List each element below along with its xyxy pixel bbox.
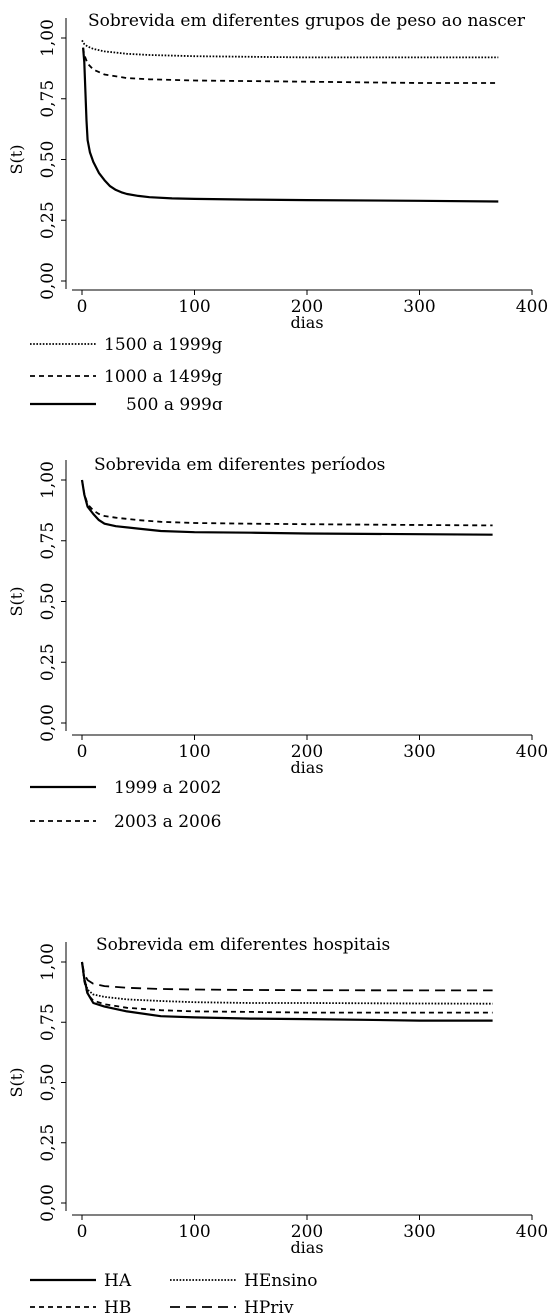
legend-label: 1500 a 1999g [104,335,222,355]
legend-label: HEnsino [244,1271,318,1291]
x-tick-label: 0 [77,742,88,762]
y-tick-label: 0,50 [38,583,58,621]
x-tick-label: 400 [516,1222,548,1242]
x-tick-label: 0 [77,297,88,317]
y-tick-label: 0,75 [38,80,58,118]
y-tick-label: 1,00 [38,943,58,981]
x-tick-label: 200 [291,1222,323,1242]
series-line-500-a-999g [82,47,499,203]
chart-panel-hospitals: Sobrevida em diferentes hospitais 0,00 0,2… [0,920,548,1313]
series-line-2003-a-2006 [81,479,493,527]
chart-birth-weight: Sobrevida em diferentes grupos de peso a… [7,11,548,410]
x-tick-label: 300 [403,1222,435,1242]
legend-label: 500 a 999g [126,395,223,410]
y-tick-label: 0,00 [38,704,58,742]
x-axis-label: dias [290,1238,323,1257]
y-tick-label: 0,75 [38,1003,58,1041]
x-tick-label: 400 [516,742,548,762]
y-tick-label: 1,00 [38,461,58,499]
y-tick-label: 0,75 [38,522,58,560]
series-line-hpriv [81,961,493,992]
y-tick-label: 0,50 [38,141,58,179]
chart-panel-birth-weight: Sobrevida em diferentes grupos de peso a… [0,0,548,410]
y-tick-label: 0,00 [38,262,58,300]
series-line-1500-a-1999g [81,39,499,59]
y-tick-label: 0,25 [38,643,58,681]
y-tick-label: 0,50 [38,1064,58,1102]
y-axis-label: S(t) [7,145,26,175]
legend-label: 1999 a 2002 [114,778,221,798]
y-tick-label: 0,25 [38,201,58,239]
chart-title: Sobrevida em diferentes períodos [94,455,385,475]
series-line-hensino [81,961,493,1005]
series-line-1000-a-1499g [82,47,499,84]
x-tick-label: 100 [178,297,210,317]
chart-title: Sobrevida em diferentes hospitais [96,935,390,955]
x-tick-label: 300 [403,297,435,317]
x-tick-label: 200 [291,297,323,317]
x-tick-label: 300 [403,742,435,762]
chart-title: Sobrevida em diferentes grupos de peso a… [88,11,526,31]
legend-label: HA [104,1271,132,1291]
legend-label: HPriv [244,1298,294,1313]
x-tick-label: 100 [178,1222,210,1242]
y-tick-label: 0,25 [38,1124,58,1162]
legend-label: 2003 a 2006 [114,812,221,832]
x-axis-label: dias [290,758,323,777]
series-line-hb [81,961,493,1014]
chart-periods: Sobrevida em diferentes períodos 0,00 0,25… [7,455,548,832]
legend-label: HB [104,1298,131,1313]
y-tick-label: 1,00 [38,19,58,57]
series-line-1999-a-2002 [80,479,493,536]
x-tick-label: 400 [516,297,548,317]
y-axis-label: S(t) [7,1068,26,1098]
chart-panel-periods: Sobrevida em diferentes períodos 0,00 0,25… [0,440,548,835]
chart-hospitals: Sobrevida em diferentes hospitais 0,00 0,2… [7,935,548,1313]
y-tick-label: 0,00 [38,1184,58,1222]
x-tick-label: 100 [178,742,210,762]
x-tick-label: 0 [77,1222,88,1242]
y-axis-label: S(t) [7,587,26,617]
x-tick-label: 200 [291,742,323,762]
legend-label: 1000 a 1499g [104,367,222,387]
x-axis-label: dias [290,313,323,332]
